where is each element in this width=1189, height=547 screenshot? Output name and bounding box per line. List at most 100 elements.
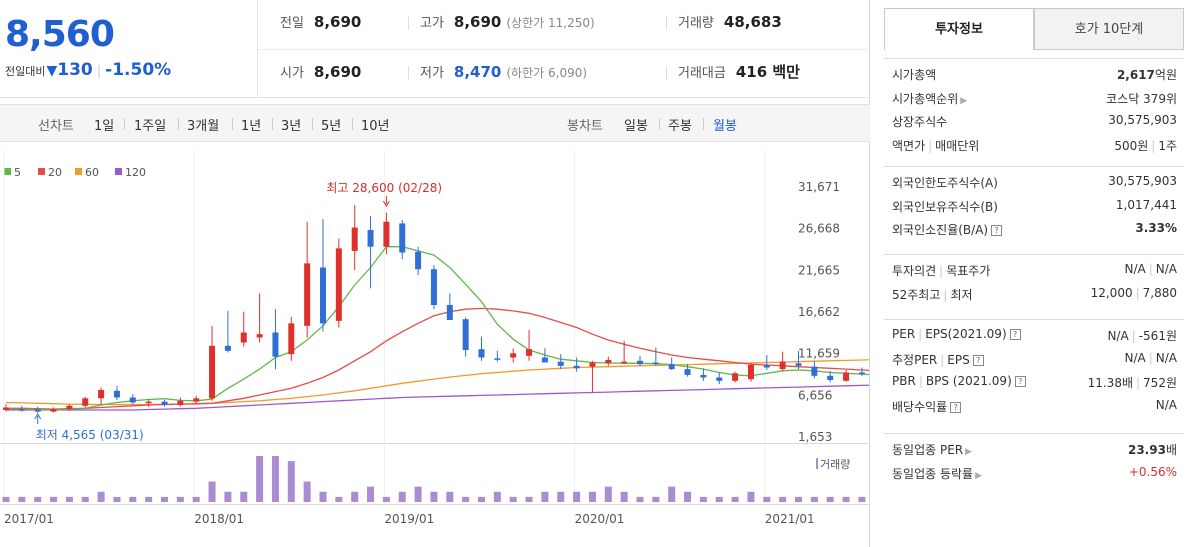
chevron-right-icon[interactable]: ▶ (975, 470, 983, 481)
volume-bar (652, 496, 660, 502)
info-value-text: N/A (1155, 397, 1177, 412)
market-cap-section: 시가총액 2,617억원 시가총액순위 ▶ 코스닥 379위 상장주식수 30,575,90… (884, 58, 1184, 158)
candle-body (3, 407, 9, 410)
candle-body (98, 389, 105, 399)
volume-bar (2, 496, 10, 502)
divider (666, 66, 667, 80)
volume-bar (557, 491, 565, 502)
quote-main-panel: 8,560 전일대비▼130 | -1.50% 전일 8,690 고가 8,690 (상한… (0, 0, 870, 547)
divider: | (1148, 262, 1153, 276)
chevron-right-icon[interactable]: ▶ (965, 447, 973, 457)
divider: | (918, 374, 923, 388)
stat-label: 저가 (420, 66, 444, 81)
candle-body (732, 373, 739, 381)
info-value-text: N/A (1155, 262, 1177, 276)
help-icon[interactable]: ? (1009, 329, 1021, 340)
stat-value: 416 백만 (735, 63, 800, 81)
candle-daily[interactable]: 일봉 (624, 119, 648, 134)
info-label: 외국인보유주식수(B) (892, 198, 998, 215)
stats-row-1: 전일 8,690 고가 8,690 (상한가 11,250) 거래량 48,683 (258, 0, 870, 49)
volume-bar (462, 496, 470, 502)
stock-chart[interactable]: 5 20 60 120 31,671 26,668 21,665 16,662 11,659 6,… (0, 143, 869, 547)
candle-body (66, 405, 73, 410)
volume-bar (192, 496, 200, 502)
info-label-text: 최저 (950, 287, 973, 302)
candle-body (256, 334, 263, 338)
info-tabs: 투자정보 호가 10단계 (884, 8, 1184, 50)
candle-body (383, 221, 390, 247)
info-label-text: 매매단위 (935, 138, 980, 153)
candle-body (399, 223, 406, 253)
info-label-text: 동일업종 PER (892, 443, 964, 457)
volume-bar (779, 496, 787, 502)
info-label-text: 시가총액순위 (892, 91, 959, 106)
info-row: 시가총액 2,617억원 (892, 63, 1177, 85)
y-tick-label: 6,656 (798, 388, 832, 402)
stat-label: 전일 (280, 16, 304, 31)
legend-swatch-ma120 (115, 168, 122, 175)
candle-weekly[interactable]: 주봉 (668, 119, 692, 134)
volume-bar (367, 486, 375, 502)
info-value: 코스닥 379위 (1106, 90, 1177, 107)
chevron-right-icon[interactable]: ▶ (960, 95, 968, 106)
candle-body (637, 360, 643, 365)
info-label-text: 52주최고 (892, 287, 941, 302)
candle-body (224, 345, 231, 351)
volume-bar (668, 486, 676, 502)
tab-investment-info[interactable]: 투자정보 (884, 8, 1034, 50)
stat-label: 고가 (420, 16, 444, 31)
candle-body (177, 400, 184, 405)
period-3y[interactable]: 3년 (281, 119, 302, 134)
info-label-text: EPS(2021.09) (925, 327, 1007, 341)
info-label: PER | EPS(2021.09)? (892, 327, 1021, 341)
volume-bar (699, 496, 707, 502)
candle-monthly[interactable]: 월봉 (713, 119, 737, 134)
help-icon[interactable]: ? (991, 225, 1003, 236)
info-row: PER | EPS(2021.09)? N/A | -561원 (892, 324, 1177, 346)
tab-order-book[interactable]: 호가 10단계 (1034, 8, 1184, 50)
candle-body (288, 323, 295, 355)
period-1d[interactable]: 1일 (94, 119, 115, 134)
info-value-text: 억원 (1154, 68, 1177, 82)
candle-body (573, 365, 580, 369)
volume-bar (287, 461, 295, 502)
volume-bar (588, 491, 596, 502)
candle-body (668, 364, 675, 370)
help-icon[interactable]: ? (950, 401, 962, 413)
info-value-bold: 23.93 (1127, 443, 1166, 457)
info-value-text: 11.38배 (1087, 376, 1133, 390)
stat-label: 거래대금 (678, 66, 726, 81)
info-value-text: 1주 (1158, 138, 1177, 153)
info-row: 추정PER | EPS? N/A | N/A (892, 348, 1177, 370)
info-value: 23.93배 (1128, 441, 1177, 458)
period-3m[interactable]: 3개월 (187, 119, 220, 134)
candle-body (335, 248, 342, 321)
period-5y[interactable]: 5년 (321, 119, 342, 134)
stat-value: 48,683 (723, 13, 782, 31)
period-10y[interactable]: 10년 (361, 119, 390, 134)
period-1y[interactable]: 1년 (241, 119, 262, 134)
candle-body (462, 319, 469, 350)
volume-bar (18, 496, 26, 502)
stat-value: 8,470 (453, 63, 502, 81)
volume-bar (382, 496, 390, 502)
period-1w[interactable]: 1주일 (134, 119, 167, 134)
divider: | (1135, 285, 1140, 300)
candle-body (193, 398, 200, 402)
volume-bar (113, 496, 121, 502)
divider (703, 118, 704, 130)
candle-body (82, 398, 89, 406)
candle-body (367, 230, 374, 247)
max-arrow-head-icon (382, 200, 390, 207)
candle-body (684, 369, 691, 375)
info-label-text: PBR (892, 374, 916, 388)
min-arrow-head-icon (34, 413, 42, 420)
stat-value: 8,690 (313, 63, 362, 81)
help-icon[interactable]: ? (1014, 376, 1026, 387)
valuation-section: PER | EPS(2021.09)? N/A | -561원 추정PER | EPS? N/A |… (884, 319, 1184, 423)
volume-bar (525, 496, 533, 502)
info-value: 11.38배 | 752원 (1088, 374, 1177, 391)
line-chart-label: 선차트 (38, 119, 74, 134)
info-value: 2,617억원 (1117, 66, 1177, 83)
help-icon[interactable]: ? (972, 354, 984, 366)
